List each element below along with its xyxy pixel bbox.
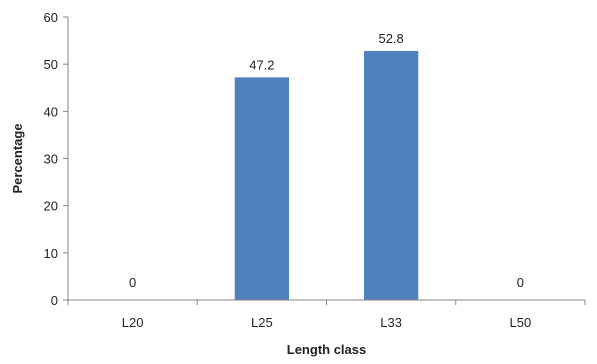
x-tick-label: L20 — [122, 315, 144, 330]
data-label: 0 — [129, 275, 136, 290]
data-label: 47.2 — [249, 57, 274, 72]
data-label: 0 — [517, 275, 524, 290]
bar-l25 — [234, 77, 290, 300]
x-axis-title: Length class — [287, 342, 366, 357]
bars — [234, 50, 419, 301]
y-tick-label: 50 — [44, 57, 58, 72]
y-axis-ticks: 0 10 20 30 40 50 60 — [44, 10, 68, 308]
y-tick-label: 40 — [44, 104, 58, 119]
y-tick-label: 30 — [44, 152, 58, 167]
y-tick-label: 10 — [44, 246, 58, 261]
y-axis-title: Percentage — [10, 123, 25, 193]
bar-l33 — [363, 50, 419, 301]
y-tick-label: 60 — [44, 10, 58, 25]
x-tick-label: L33 — [380, 315, 402, 330]
x-tick-label: L25 — [251, 315, 273, 330]
x-tick-label: L50 — [510, 315, 532, 330]
data-labels: 0 47.2 52.8 0 — [129, 31, 524, 290]
y-tick-label: 20 — [44, 199, 58, 214]
x-axis-ticks: L20 L25 L33 L50 — [67, 300, 586, 330]
data-label: 52.8 — [378, 31, 403, 46]
y-tick-label: 0 — [51, 293, 58, 308]
